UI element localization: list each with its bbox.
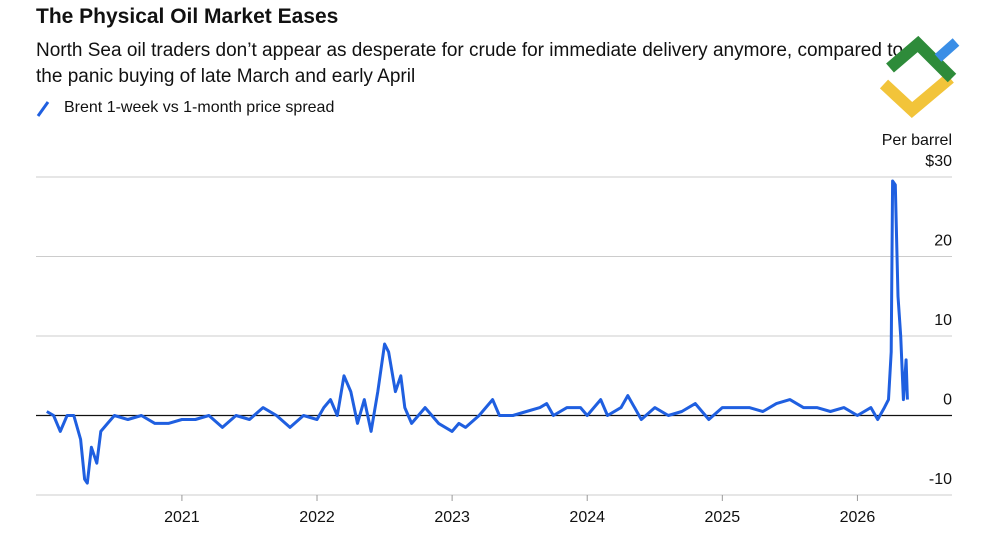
y-tick-label: -10 — [929, 471, 952, 488]
x-tick-label: 2022 — [299, 509, 335, 526]
legend-label: Brent 1-week vs 1-month price spread — [64, 99, 334, 116]
x-tick-label: 2023 — [434, 509, 470, 526]
x-tick-label: 2026 — [840, 509, 876, 526]
x-tick-label: 2024 — [569, 509, 605, 526]
line — [46, 179, 909, 485]
y-tick-label: 20 — [934, 233, 952, 250]
y-tick-label: 0 — [943, 392, 952, 409]
x-tick-label: 2021 — [164, 509, 200, 526]
y-tick-label: $30 — [925, 153, 952, 170]
y-tick-label: 10 — [934, 312, 952, 329]
x-tick-label: 2025 — [705, 509, 741, 526]
legend-swatch — [36, 101, 50, 117]
chart-title: The Physical Oil Market Eases — [36, 5, 339, 28]
y-axis-label: Per barrel — [882, 132, 952, 149]
logo — [879, 35, 960, 119]
chart-subtitle: North Sea oil traders don’t appear as de… — [36, 40, 904, 87]
